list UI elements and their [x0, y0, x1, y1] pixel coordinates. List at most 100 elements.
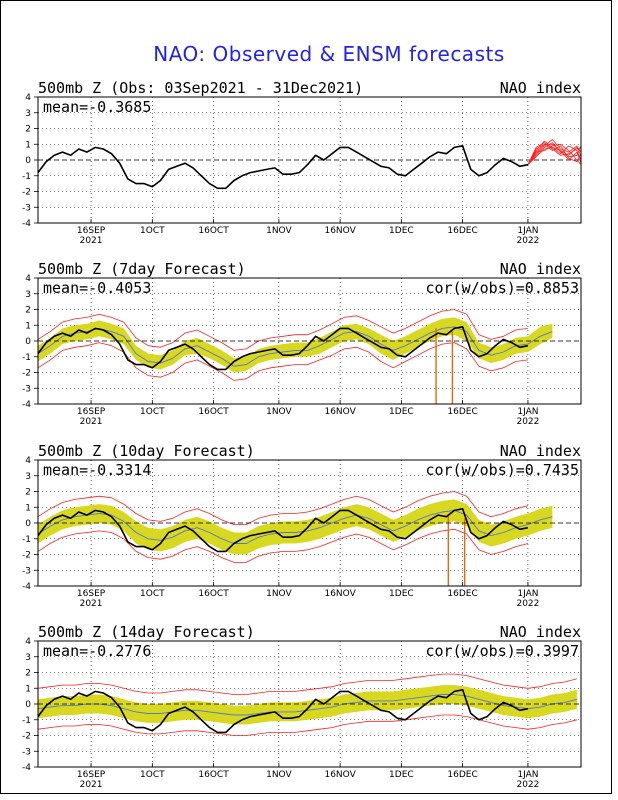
x-tick-label: 1DEC — [389, 226, 414, 236]
y-tick-label: 4 — [25, 456, 31, 466]
x-tick-label: 1JAN — [517, 407, 538, 417]
x-tick-label: 1DEC — [389, 589, 414, 599]
x-tick-label: 16SEP — [77, 226, 106, 236]
x-tick-year-label: 2022 — [516, 599, 539, 609]
y-tick-label: 0 — [25, 519, 31, 529]
x-tick-label: 16NOV — [324, 407, 356, 417]
x-tick-label: 16OCT — [198, 589, 229, 599]
y-tick-label: -3 — [22, 384, 31, 394]
y-tick-label: 0 — [25, 156, 31, 166]
ensemble-mean-line — [37, 326, 553, 367]
x-tick-label: 16OCT — [198, 226, 229, 236]
y-tick-label: -1 — [22, 716, 31, 726]
panel-title: 500mb Z (Obs: 03Sep2021 - 31Dec2021) — [38, 79, 363, 97]
y-tick-label: -1 — [22, 535, 31, 545]
envelope-upper-line — [37, 673, 578, 695]
forecast-member-line — [527, 142, 582, 165]
y-tick-label: 2 — [25, 125, 31, 135]
envelope-lower-line — [37, 342, 528, 381]
x-tick-label: 1JAN — [517, 770, 538, 780]
forecast-member-line — [527, 143, 582, 165]
x-tick-label: 1OCT — [140, 589, 165, 599]
y-tick-label: 2 — [25, 488, 31, 498]
x-tick-year-label: 2021 — [80, 236, 103, 246]
y-tick-label: 1 — [25, 503, 31, 513]
forecast-member-line — [527, 139, 582, 165]
panel-3: 500mb Z (10day Forecast) NAO index 4 3 2 1 0 -1… — [22, 442, 582, 609]
y-tick-label: -2 — [22, 551, 31, 561]
x-tick-label: 16NOV — [324, 226, 356, 236]
x-tick-label: 16DEC — [447, 770, 477, 780]
observed-line — [37, 688, 529, 734]
spread-band — [38, 685, 577, 725]
y-tick-label: -3 — [22, 203, 31, 213]
x-tick-label: 1NOV — [266, 407, 292, 417]
panel-index-label: NAO index — [500, 260, 581, 278]
ensemble-mean-line — [37, 509, 553, 544]
panel-1: 500mb Z (Obs: 03Sep2021 - 31Dec2021) NAO … — [22, 79, 582, 246]
panel-title: 500mb Z (10day Forecast) — [38, 442, 255, 460]
y-tick-label: 0 — [25, 700, 31, 710]
spread-band — [38, 317, 553, 373]
panel-2: 500mb Z (7day Forecast) NAO index 4 3 2 1 0 -1 -… — [22, 260, 582, 427]
x-tick-year-label: 2022 — [516, 236, 539, 246]
x-tick-label: 16NOV — [324, 589, 356, 599]
x-tick-label: 1NOV — [266, 770, 292, 780]
y-tick-label: -1 — [22, 172, 31, 182]
x-tick-year-label: 2022 — [516, 417, 539, 427]
x-tick-label: 1OCT — [140, 407, 165, 417]
x-tick-label: 1OCT — [140, 226, 165, 236]
y-tick-label: 2 — [25, 306, 31, 316]
x-tick-year-label: 2021 — [80, 780, 103, 790]
x-tick-label: 16DEC — [447, 407, 477, 417]
envelope-upper-line — [37, 309, 528, 351]
mean-label: mean=-0.3314 — [43, 461, 151, 479]
y-tick-label: 4 — [25, 274, 31, 284]
x-tick-label: 16SEP — [77, 770, 106, 780]
forecast-member-line — [527, 143, 582, 165]
main-title: NAO: Observed & ENSM forecasts — [153, 42, 505, 66]
nao-figure: NAO: Observed & ENSM forecasts 500mb Z (… — [22, 42, 582, 790]
y-tick-label: 3 — [25, 653, 31, 663]
x-tick-label: 16DEC — [447, 589, 477, 599]
x-tick-label: 1JAN — [517, 589, 538, 599]
y-tick-label: -4 — [22, 763, 31, 773]
x-tick-label: 1OCT — [140, 770, 165, 780]
envelope-upper-line — [37, 491, 528, 525]
observed-line — [37, 145, 529, 190]
y-tick-label: -4 — [22, 400, 31, 410]
y-tick-label: 2 — [25, 669, 31, 679]
correlation-label: cor(w/obs)=0.7435 — [425, 461, 579, 479]
ensemble-mean-line — [37, 694, 578, 716]
mean-label: mean=-0.2776 — [43, 642, 151, 660]
y-tick-label: 4 — [25, 93, 31, 103]
y-tick-label: 1 — [25, 140, 31, 150]
y-tick-label: -4 — [22, 219, 31, 229]
mean-label: mean=-0.4053 — [43, 279, 151, 297]
x-tick-label: 1JAN — [517, 226, 538, 236]
correlation-label: cor(w/obs)=0.8853 — [425, 279, 579, 297]
panel-4: 500mb Z (14day Forecast) NAO index 4 3 2 1 0 -1… — [22, 623, 582, 790]
envelope-lower-line — [37, 528, 528, 563]
y-tick-label: -4 — [22, 582, 31, 592]
x-tick-label: 1DEC — [389, 407, 414, 417]
observed-line — [37, 325, 529, 371]
observed-line — [37, 507, 529, 553]
spread-band — [38, 499, 553, 555]
y-tick-label: -2 — [22, 732, 31, 742]
x-tick-label: 16DEC — [447, 226, 477, 236]
y-tick-label: -3 — [22, 566, 31, 576]
panel-title: 500mb Z (7day Forecast) — [38, 260, 246, 278]
y-tick-label: 1 — [25, 684, 31, 694]
panel-index-label: NAO index — [500, 442, 581, 460]
x-tick-label: 16OCT — [198, 407, 229, 417]
panels-group: 500mb Z (Obs: 03Sep2021 - 31Dec2021) NAO … — [22, 79, 582, 790]
x-tick-year-label: 2022 — [516, 780, 539, 790]
x-tick-year-label: 2021 — [80, 417, 103, 427]
panel-index-label: NAO index — [500, 623, 581, 641]
x-tick-year-label: 2021 — [80, 599, 103, 609]
y-tick-label: -3 — [22, 747, 31, 757]
y-tick-label: 3 — [25, 290, 31, 300]
x-tick-label: 16SEP — [77, 589, 106, 599]
